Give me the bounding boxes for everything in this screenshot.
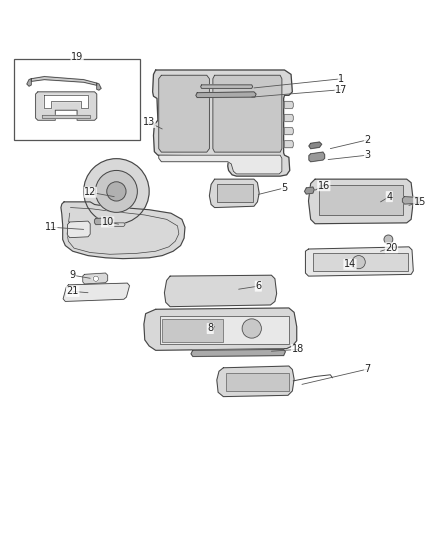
Text: 8: 8	[207, 324, 213, 334]
Circle shape	[93, 276, 99, 281]
Text: 15: 15	[413, 197, 426, 207]
Polygon shape	[27, 79, 31, 86]
Text: 14: 14	[344, 260, 356, 269]
Text: 2: 2	[364, 135, 371, 145]
Text: 10: 10	[102, 217, 114, 227]
Bar	[226, 373, 289, 391]
Polygon shape	[209, 179, 259, 207]
Polygon shape	[196, 92, 256, 98]
Text: 13: 13	[143, 117, 155, 127]
Polygon shape	[191, 350, 286, 357]
Text: 19: 19	[71, 52, 83, 62]
Text: 3: 3	[364, 150, 371, 160]
Circle shape	[95, 171, 138, 212]
Polygon shape	[304, 187, 314, 194]
Polygon shape	[213, 75, 282, 152]
Text: 6: 6	[255, 281, 261, 291]
Polygon shape	[61, 202, 185, 259]
Text: 18: 18	[291, 344, 304, 354]
Text: 17: 17	[335, 85, 347, 95]
Text: 5: 5	[281, 183, 288, 193]
Bar	[14, 59, 141, 140]
Polygon shape	[31, 77, 97, 85]
Polygon shape	[152, 70, 292, 176]
Polygon shape	[285, 115, 293, 122]
Polygon shape	[63, 283, 130, 302]
Text: 4: 4	[386, 192, 392, 201]
Polygon shape	[308, 179, 413, 224]
Polygon shape	[285, 128, 293, 135]
Polygon shape	[285, 101, 293, 108]
Bar	[319, 185, 403, 215]
Bar	[313, 253, 408, 271]
Polygon shape	[217, 366, 294, 397]
Circle shape	[242, 319, 261, 338]
Text: 1: 1	[338, 74, 344, 84]
Polygon shape	[44, 95, 88, 108]
Text: 7: 7	[364, 364, 371, 374]
Polygon shape	[403, 197, 421, 204]
Polygon shape	[159, 155, 282, 174]
Polygon shape	[201, 85, 253, 88]
Text: 16: 16	[318, 181, 330, 191]
Polygon shape	[164, 275, 277, 306]
Circle shape	[107, 182, 126, 201]
Polygon shape	[35, 92, 97, 120]
Polygon shape	[159, 75, 209, 152]
Circle shape	[384, 235, 393, 244]
Circle shape	[352, 256, 365, 269]
Polygon shape	[309, 142, 321, 149]
Polygon shape	[42, 115, 90, 118]
Polygon shape	[144, 308, 297, 350]
Text: 12: 12	[84, 187, 96, 197]
Text: 9: 9	[70, 270, 76, 280]
Circle shape	[84, 159, 149, 224]
Bar	[162, 319, 223, 342]
Bar	[160, 316, 289, 344]
Text: 21: 21	[67, 286, 79, 296]
Polygon shape	[95, 217, 113, 224]
Bar	[217, 184, 253, 202]
Polygon shape	[309, 152, 325, 161]
Polygon shape	[108, 223, 125, 227]
Polygon shape	[83, 273, 108, 284]
Text: 11: 11	[45, 222, 57, 232]
Polygon shape	[97, 83, 101, 90]
Polygon shape	[67, 221, 90, 238]
Polygon shape	[305, 247, 413, 276]
Polygon shape	[285, 141, 293, 148]
Text: 20: 20	[385, 243, 398, 253]
